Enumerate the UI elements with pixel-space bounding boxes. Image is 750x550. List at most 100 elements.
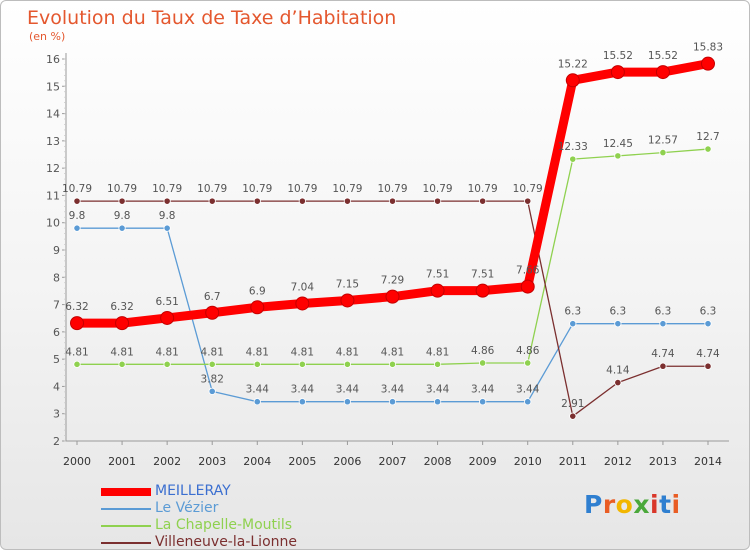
data-point-meilleray [340,293,355,308]
data-point-meilleray [610,65,625,80]
data-point-meilleray [70,316,84,331]
data-label-la-chapelle-moutils: 4.81 [291,346,314,358]
data-point-le-v-zier [73,224,81,232]
data-point-villeneuve-la-lionne [388,197,397,205]
data-label-villeneuve-la-lionne: 10.79 [423,183,453,195]
x-tick-label: 2013 [649,455,677,468]
data-label-villeneuve-la-lionne: 10.79 [152,183,182,195]
legend-swatch [101,542,151,544]
y-tick-label: 16 [46,53,60,66]
data-label-meilleray: 6.7 [204,291,221,303]
data-point-villeneuve-la-lionne [208,197,216,205]
data-label-villeneuve-la-lionne: 10.79 [287,183,317,195]
y-tick-label: 8 [53,271,60,284]
data-point-villeneuve-la-lionne [704,362,712,370]
data-label-villeneuve-la-lionne: 4.14 [606,365,630,377]
data-point-la-chapelle-moutils [343,360,352,368]
data-point-le-v-zier [524,398,532,406]
data-point-la-chapelle-moutils [208,360,216,368]
data-point-meilleray [655,65,670,80]
data-label-la-chapelle-moutils: 12.7 [696,131,719,143]
x-tick-label: 2014 [694,455,722,468]
x-tick-label: 2011 [559,455,587,468]
data-label-le-v-zier: 6.3 [564,306,581,318]
data-point-le-v-zier [433,398,442,406]
legend-label: MEILLERAY [155,483,231,499]
data-label-le-v-zier: 3.44 [246,384,270,396]
data-label-meilleray: 15.52 [648,50,678,62]
data-label-villeneuve-la-lionne: 10.79 [332,183,362,195]
y-tick-label: 7 [53,299,60,312]
data-label-villeneuve-la-lionne: 2.91 [561,398,584,410]
x-tick-label: 2000 [63,455,91,468]
logo-letter: x [633,490,650,519]
legend-label: Le Vézier [155,500,219,516]
y-tick-label: 5 [53,353,60,366]
y-tick-label: 12 [46,162,60,175]
logo-letter: t [659,490,672,519]
data-label-meilleray: 7.15 [336,278,359,290]
data-point-la-chapelle-moutils [73,360,81,368]
legend-swatch [101,488,151,496]
data-point-villeneuve-la-lionne [614,379,622,387]
data-label-le-v-zier: 9.8 [69,210,86,222]
data-label-villeneuve-la-lionne: 10.79 [62,183,92,195]
x-tick-label: 2001 [108,455,136,468]
data-point-le-v-zier [569,320,577,328]
data-label-le-v-zier: 3.44 [471,384,495,396]
data-point-meilleray [295,296,310,311]
data-label-la-chapelle-moutils: 4.81 [110,346,133,358]
x-tick-label: 2003 [198,455,226,468]
data-label-la-chapelle-moutils: 12.57 [648,135,678,147]
data-point-la-chapelle-moutils [479,359,487,367]
data-point-villeneuve-la-lionne [73,197,81,205]
x-tick-label: 2006 [333,455,361,468]
data-label-villeneuve-la-lionne: 4.74 [651,348,675,360]
data-point-la-chapelle-moutils [614,152,622,160]
data-label-meilleray: 7.66 [516,265,540,277]
data-label-meilleray: 6.51 [155,296,178,308]
data-label-la-chapelle-moutils: 12.33 [558,141,588,153]
data-point-le-v-zier [659,320,667,328]
data-label-le-v-zier: 3.44 [291,384,315,396]
legend-label: La Chapelle-Moutils [155,517,293,533]
data-point-villeneuve-la-lionne [433,197,442,205]
data-label-meilleray: 15.52 [603,50,633,62]
legend-swatch [101,525,151,527]
data-point-le-v-zier [614,320,622,328]
logo-letter: i [671,490,681,519]
y-tick-label: 13 [46,135,60,148]
data-point-le-v-zier [479,398,487,406]
data-label-meilleray: 15.22 [558,58,588,70]
data-point-meilleray [115,316,130,331]
x-tick-label: 2008 [424,455,452,468]
data-point-meilleray [250,300,265,315]
y-tick-label: 3 [53,408,60,421]
data-point-villeneuve-la-lionne [343,197,352,205]
legend-swatch [101,508,151,510]
data-point-le-v-zier [208,387,216,395]
data-point-le-v-zier [163,224,171,232]
x-tick-label: 2002 [153,455,181,468]
data-point-la-chapelle-moutils [163,360,171,368]
data-label-la-chapelle-moutils: 4.86 [471,345,495,357]
data-point-meilleray [430,283,445,298]
data-point-meilleray [520,279,535,294]
data-label-meilleray: 6.32 [110,301,133,313]
data-label-meilleray: 15.83 [693,42,723,54]
data-label-le-v-zier: 3.44 [426,384,450,396]
data-point-le-v-zier [253,398,261,406]
y-tick-label: 2 [53,435,60,448]
data-label-le-v-zier: 9.8 [114,210,131,222]
data-label-le-v-zier: 6.3 [610,306,627,318]
data-label-villeneuve-la-lionne: 10.79 [377,183,407,195]
data-label-meilleray: 7.51 [471,269,494,281]
data-point-la-chapelle-moutils [704,145,712,153]
y-tick-label: 10 [46,217,60,230]
data-point-la-chapelle-moutils [253,360,261,368]
x-tick-label: 2012 [604,455,632,468]
y-tick-label: 6 [53,326,60,339]
data-point-meilleray [565,73,580,88]
